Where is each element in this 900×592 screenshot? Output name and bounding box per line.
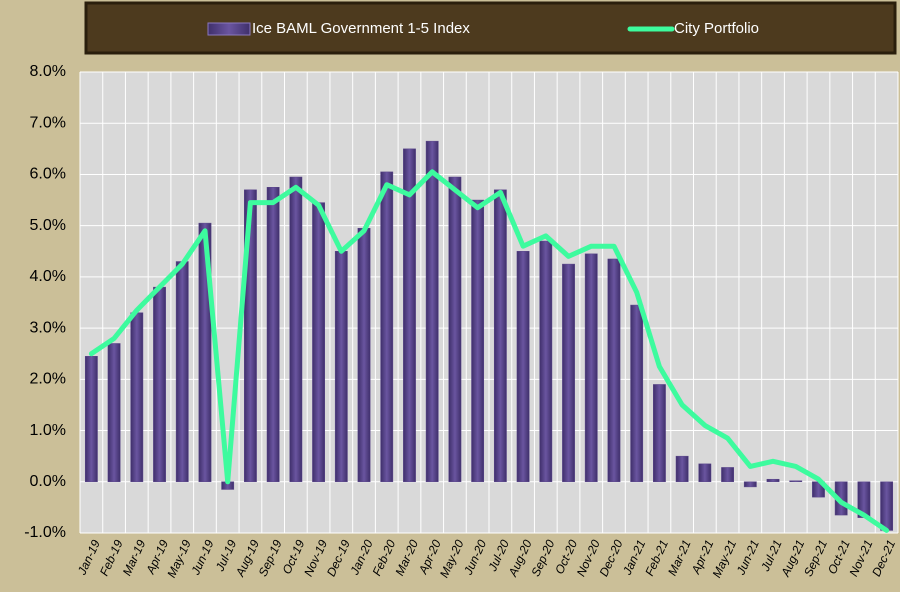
- y-tick-label: 8.0%: [30, 63, 66, 80]
- bar: [334, 251, 348, 483]
- bar: [289, 176, 303, 483]
- bar: [562, 263, 575, 483]
- legend-box: [84, 1, 897, 55]
- legend-label: City Portfolio: [674, 20, 759, 37]
- bar: [312, 202, 325, 483]
- y-tick-label: 2.0%: [30, 371, 66, 388]
- bar: [153, 286, 166, 483]
- bar: [516, 251, 530, 483]
- line: [88, 169, 890, 533]
- bar: [880, 481, 894, 531]
- y-tick-label: -1.0%: [24, 524, 66, 541]
- bar: [653, 384, 666, 483]
- bar: [675, 455, 689, 483]
- bar: [107, 343, 121, 483]
- y-tick-label: 7.0%: [30, 114, 66, 131]
- y-tick-label: 4.0%: [30, 268, 66, 285]
- y-tick-label: 6.0%: [30, 166, 66, 183]
- bar: [266, 187, 280, 483]
- legend-label: Ice BAML Government 1-5 Index: [252, 20, 470, 37]
- bar: [175, 261, 189, 483]
- bar: [539, 240, 553, 483]
- bar: [471, 199, 485, 483]
- bar: [789, 480, 803, 483]
- bar: [380, 171, 394, 483]
- bar: [84, 356, 98, 483]
- bar: [630, 304, 644, 483]
- bar: [357, 227, 371, 483]
- y-tick-label: 0.0%: [30, 473, 66, 490]
- bar: [721, 467, 734, 483]
- y-tick-label: 3.0%: [30, 319, 66, 336]
- y-tick-label: 1.0%: [30, 422, 66, 439]
- bar: [403, 148, 416, 483]
- bar: [743, 481, 757, 488]
- y-tick-label: 5.0%: [30, 217, 66, 234]
- bar: [425, 140, 439, 483]
- bar: [607, 258, 621, 483]
- bar: [766, 478, 780, 483]
- bar: [493, 189, 507, 483]
- grid: [79, 71, 899, 534]
- marks: [84, 140, 894, 533]
- bar: [130, 312, 144, 483]
- bar: [448, 176, 462, 483]
- bar: [584, 253, 598, 483]
- bar: [698, 463, 712, 483]
- legend-swatch: [207, 22, 251, 36]
